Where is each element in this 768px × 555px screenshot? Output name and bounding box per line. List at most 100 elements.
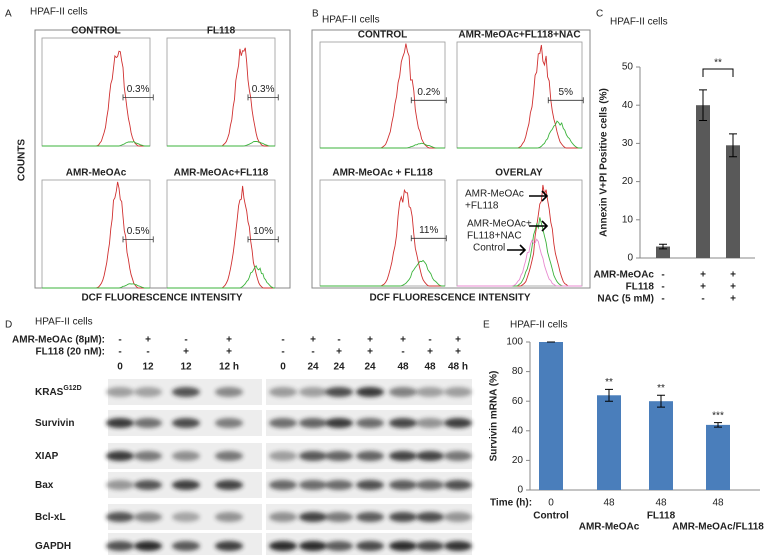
gate-marker	[410, 235, 447, 242]
time-label: 24	[364, 362, 376, 373]
treatment-mark: +	[427, 347, 433, 358]
chart-title: HPAF-II cells	[610, 17, 668, 28]
gate-percent: 5%	[559, 87, 574, 98]
treatment-mark: +	[367, 335, 373, 346]
blot-band	[172, 512, 200, 522]
treatment-mark: -	[337, 335, 340, 346]
protein-label: KRASG12D	[35, 385, 82, 398]
blot-band	[269, 451, 297, 461]
time-label: 12	[142, 362, 154, 373]
blot-band	[356, 451, 384, 461]
y-tick-label: 60	[512, 396, 524, 407]
x-tick-label: 48	[655, 498, 667, 509]
blot-band	[106, 512, 134, 522]
condition-label: AMR-MeOAc	[593, 270, 654, 281]
y-tick-label: 100	[506, 337, 523, 348]
protein-label: Bcl-xL	[35, 512, 66, 523]
plot-title: AMR-MeOAc+FL118+NAC	[458, 30, 580, 41]
protein-name: Bax	[35, 480, 54, 491]
blot-band	[444, 418, 472, 428]
protein-label: Survivin	[35, 418, 74, 429]
blot-band	[269, 387, 297, 397]
protein-name: Bcl-xL	[35, 512, 66, 523]
blot-band	[106, 541, 134, 551]
condition-mark: -	[701, 294, 704, 305]
bar	[696, 105, 710, 258]
blot-band	[106, 480, 134, 490]
x-tick-label: 0	[548, 498, 554, 509]
treatment-mark: -	[118, 347, 121, 358]
bar	[706, 424, 730, 490]
blot-band	[299, 387, 327, 397]
significance-label: **	[657, 383, 665, 394]
blot-band	[215, 480, 243, 490]
plot-title: AMR-MeOAc	[66, 168, 127, 179]
blot-band	[389, 480, 417, 490]
plot-title: CONTROL	[71, 26, 120, 37]
histogram-curve	[457, 238, 582, 287]
gate-percent: 11%	[419, 225, 438, 236]
time-label: 0	[280, 362, 286, 373]
blot-band	[215, 451, 243, 461]
blot-band	[325, 541, 353, 551]
x-tick-label: 48	[712, 498, 724, 509]
blot-band	[389, 387, 417, 397]
gate-percent: 0.3%	[252, 84, 275, 95]
y-tick-label: 40	[622, 100, 634, 111]
bar	[539, 342, 563, 490]
plot-title: FL118	[207, 26, 236, 37]
time-label: 12	[180, 362, 192, 373]
histogram-curve	[320, 259, 445, 287]
panel-title: HPAF-II cells	[322, 15, 380, 26]
blot-band	[416, 512, 444, 522]
blot-band	[325, 451, 353, 461]
protein-name: XIAP	[35, 451, 59, 462]
blot-band	[134, 451, 162, 461]
blot-band	[389, 451, 417, 461]
gate-marker	[547, 97, 584, 104]
gate-marker	[122, 94, 154, 101]
blot-band	[416, 451, 444, 461]
treatment-mark: +	[455, 335, 461, 346]
significance-label: **	[605, 377, 613, 388]
blot-band	[389, 418, 417, 428]
gate-marker	[410, 97, 447, 104]
panel-title: HPAF-II cells	[35, 317, 93, 328]
error-bar	[729, 133, 737, 158]
y-axis-label: Survivin mRNA (%)	[489, 371, 500, 462]
treatment-mark: +	[367, 347, 373, 358]
treatment-mark: -	[281, 347, 284, 358]
blot-band	[356, 480, 384, 490]
blot-band	[215, 512, 243, 522]
y-tick-label: 40	[512, 425, 524, 436]
y-tick-label: 10	[622, 214, 634, 225]
x-tick-label: 48	[603, 498, 615, 509]
panel-letter: E	[483, 320, 490, 331]
overlay-label: +FL118	[465, 201, 499, 212]
y-tick-label: 0	[627, 253, 633, 264]
plot-title: OVERLAY	[495, 168, 543, 179]
group-label: AMR-MeOAc/FL118	[672, 522, 764, 533]
treatment-mark: +	[145, 335, 151, 346]
bar	[649, 401, 673, 490]
arrow	[507, 244, 527, 256]
condition-label: FL118	[626, 282, 655, 293]
bar	[597, 395, 621, 490]
gate-percent: 0.2%	[417, 87, 440, 98]
treatment-mark: -	[401, 347, 404, 358]
treatment-mark: -	[146, 347, 149, 358]
blot-band	[444, 387, 472, 397]
y-tick-label: 50	[622, 62, 634, 73]
error-bar	[657, 394, 665, 408]
treatment-mark: -	[118, 335, 121, 346]
overlay-label: FL118+NAC	[467, 231, 522, 242]
gate-marker	[247, 236, 279, 243]
error-bar	[659, 243, 667, 250]
error-bar	[699, 89, 707, 121]
y-axis-label: Annexin V+PI Positive cells (%)	[599, 88, 610, 237]
panel-title: HPAF-II cells	[30, 7, 88, 18]
y-axis-label: COUNTS	[17, 139, 28, 182]
blot-band	[106, 387, 134, 397]
blot-band	[444, 512, 472, 522]
blot-band	[134, 512, 162, 522]
